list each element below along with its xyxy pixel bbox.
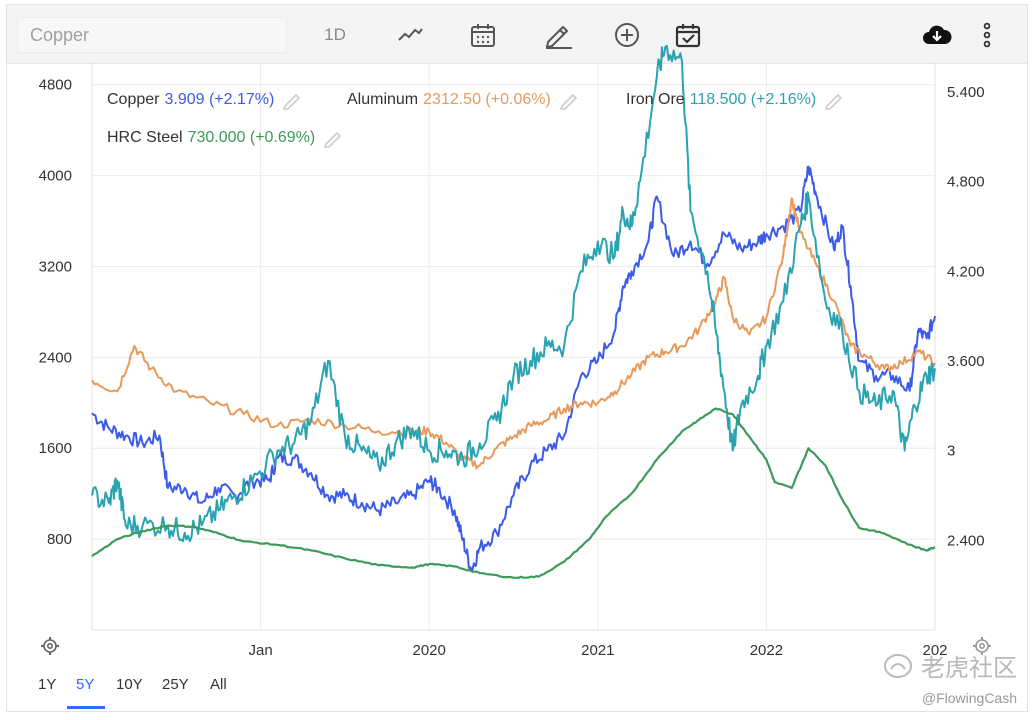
edit-series-button[interactable] — [824, 90, 846, 110]
gear-icon — [41, 637, 59, 655]
gear-icon — [973, 637, 991, 655]
right-axis-settings-button[interactable] — [972, 636, 992, 661]
left-axis-settings-button[interactable] — [40, 636, 60, 661]
left-tick-label: 3200 — [39, 258, 72, 275]
range-5y-button[interactable]: 5Y — [76, 676, 95, 693]
watermark-text: 老虎社区 — [921, 655, 1017, 682]
legend-item-hrc-steel[interactable]: HRC Steel 730.000 (+0.69%) — [107, 128, 345, 148]
legend-item-aluminum[interactable]: Aluminum 2312.50 (+0.06%) — [347, 90, 581, 110]
pencil-icon — [546, 26, 572, 49]
pencil-icon — [559, 93, 577, 110]
x-axis: Jan 2020 2021 2022 202 — [249, 642, 948, 659]
series-line-iron-ore — [91, 44, 936, 543]
x-tick-label: 2021 — [581, 642, 614, 659]
line-chart-icon — [398, 28, 423, 41]
credit: @FlowingCash — [921, 690, 1017, 706]
series-line-aluminum — [91, 197, 936, 470]
right-tick-label: 5.400 — [947, 84, 985, 101]
more-vertical-icon — [983, 22, 991, 48]
right-axis: 2.400 3 3.600 4.200 4.800 5.400 — [947, 84, 985, 549]
calendar-icon — [471, 24, 495, 47]
legend-name: Aluminum — [347, 91, 419, 108]
period-button[interactable]: 1D — [312, 19, 358, 51]
events-button[interactable] — [672, 19, 704, 51]
watermark: 老虎社区 — [883, 648, 1017, 683]
legend-name: HRC Steel — [107, 129, 183, 146]
legend-item-copper[interactable]: Copper 3.909 (+2.17%) — [107, 90, 304, 110]
legend-value: 118.500 (+2.16%) — [689, 91, 817, 108]
right-tick-label: 4.200 — [947, 263, 985, 280]
right-tick-label: 3.600 — [947, 353, 985, 370]
x-tick-label: 2022 — [750, 642, 783, 659]
left-tick-label: 4800 — [39, 77, 72, 94]
legend-name: Copper — [107, 91, 160, 108]
tiger-logo-icon — [884, 653, 912, 678]
pencil-icon — [825, 93, 843, 110]
pencil-icon — [283, 93, 301, 110]
legend-name: Iron Ore — [626, 91, 685, 108]
x-tick-label: 202 — [922, 642, 947, 659]
draw-button[interactable] — [540, 19, 576, 51]
edit-series-button[interactable] — [323, 128, 345, 148]
left-tick-label: 1600 — [39, 440, 72, 457]
calendar-check-icon — [675, 24, 701, 48]
edit-series-button[interactable] — [559, 90, 581, 110]
range-25y-button[interactable]: 25Y — [162, 676, 189, 693]
legend-value: 2312.50 (+0.06%) — [423, 91, 551, 108]
legend-item-iron-ore[interactable]: Iron Ore 118.500 (+2.16%) — [626, 90, 846, 110]
pencil-icon — [324, 131, 342, 148]
right-tick-label: 2.400 — [947, 532, 985, 549]
chart-type-button[interactable] — [392, 19, 428, 51]
range-10y-button[interactable]: 10Y — [116, 676, 143, 693]
symbol-search-input[interactable] — [17, 17, 287, 53]
right-tick-label: 3 — [947, 443, 955, 460]
legend-value: 730.000 (+0.69%) — [187, 129, 316, 146]
right-tick-label: 4.800 — [947, 174, 985, 191]
active-range-indicator — [67, 706, 105, 709]
more-options-button[interactable] — [977, 19, 997, 51]
cloud-download-icon — [923, 25, 952, 44]
left-tick-label: 4000 — [39, 168, 72, 185]
add-comparison-button[interactable] — [611, 19, 643, 51]
left-tick-label: 2400 — [39, 349, 72, 366]
toolbar: 1D — [7, 5, 1027, 64]
x-tick-label: 2020 — [413, 642, 446, 659]
series-layer — [91, 44, 936, 579]
edit-series-button[interactable] — [282, 90, 304, 110]
series-line-hrc-steel — [91, 407, 936, 579]
download-button[interactable] — [919, 19, 955, 51]
legend-value: 3.909 (+2.17%) — [164, 91, 275, 108]
range-1y-button[interactable]: 1Y — [38, 676, 57, 693]
grid-lines — [91, 62, 936, 631]
range-all-button[interactable]: All — [210, 676, 227, 693]
x-tick-label: Jan — [249, 642, 273, 659]
left-tick-label: 800 — [47, 531, 72, 548]
left-axis: 800 1600 2400 3200 4000 4800 — [39, 77, 72, 548]
plus-circle-icon — [615, 23, 639, 47]
date-range-button[interactable] — [467, 19, 499, 51]
period-label: 1D — [324, 25, 346, 44]
